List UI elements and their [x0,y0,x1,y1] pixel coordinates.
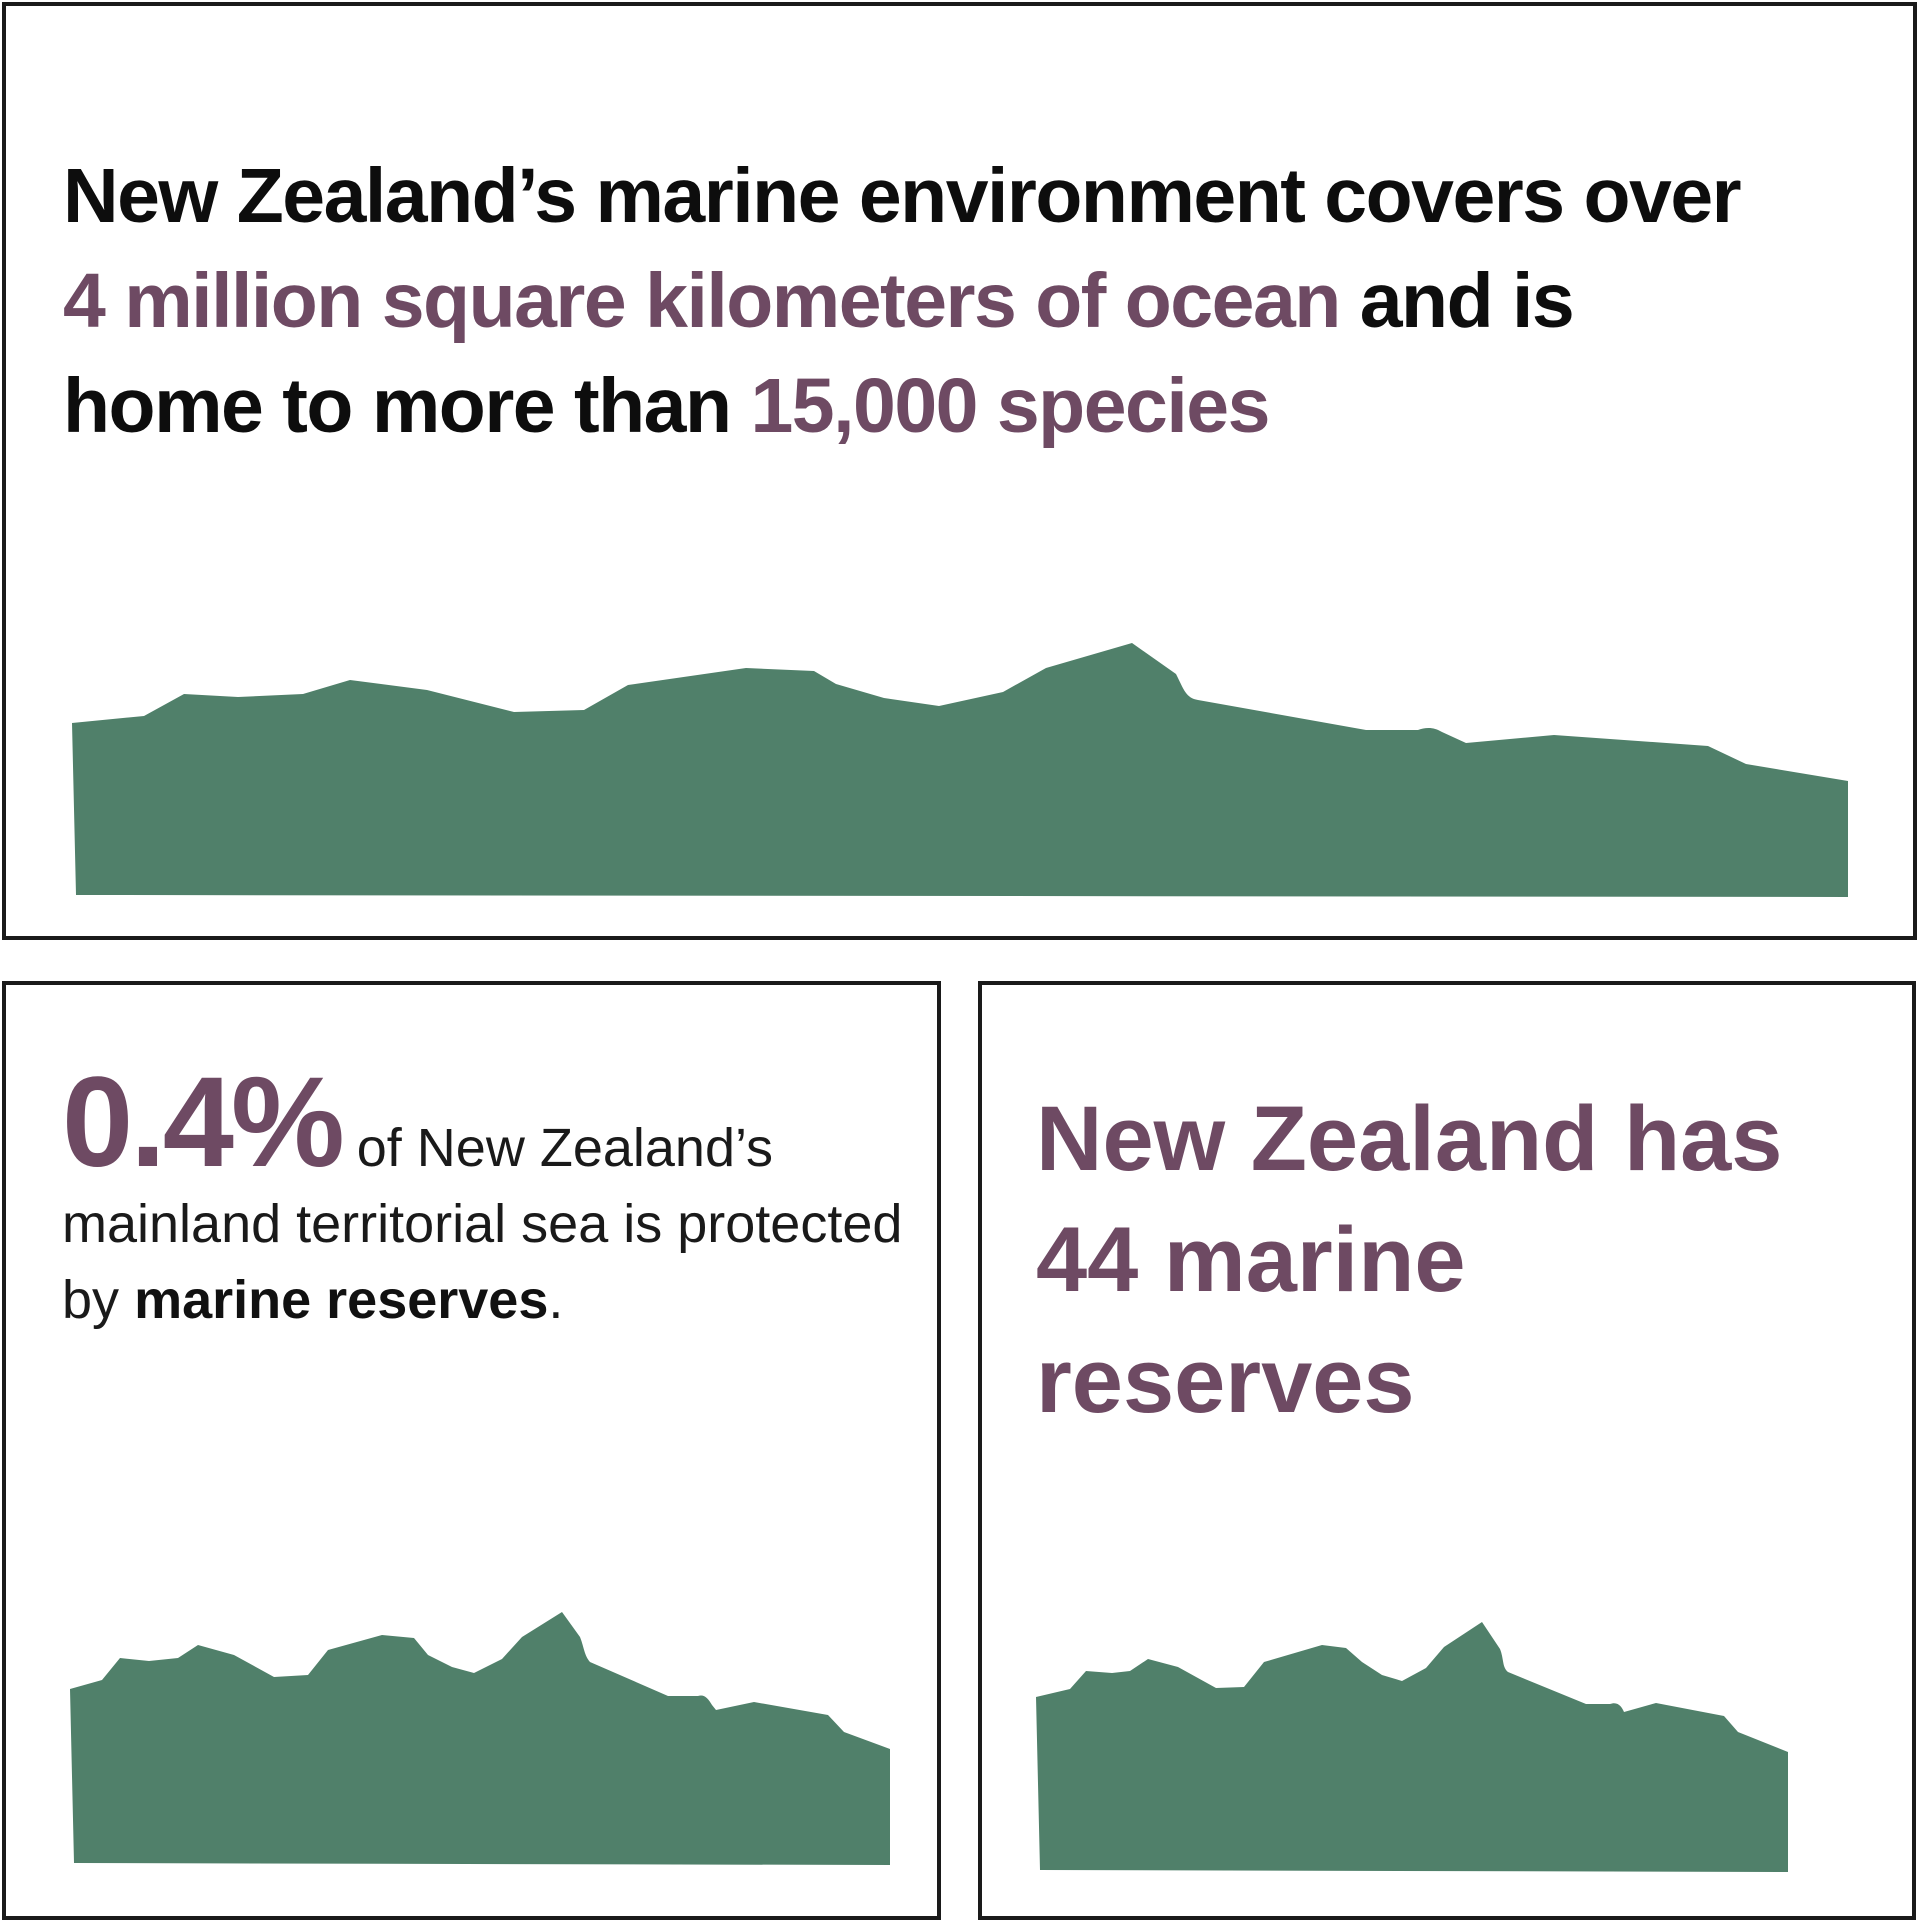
ocean-area-highlight: 4 million square kilometers of ocean [63,258,1341,344]
headline: New Zealand’s marine environment covers … [63,144,1883,459]
sentence-end: . [548,1270,564,1330]
landscape-silhouette-small [70,1612,890,1865]
landscape-shape [1036,1622,1788,1872]
landscape-shape [70,1612,890,1865]
reserve-count-line-3: reserves [1036,1330,1415,1432]
landscape-shape [72,643,1848,897]
headline-part-4: home to more than [63,363,732,449]
reserve-count-panel: New Zealand has 44 marine reserves [978,981,1916,1920]
landscape-silhouette [72,643,1848,897]
landscape-silhouette-small-right [1036,1622,1788,1872]
protected-percent-panel: 0.4% of New Zealand’s mainland territori… [2,981,941,1920]
species-count-highlight: 15,000 species [750,363,1270,449]
intro-panel: New Zealand’s marine environment covers … [2,2,1917,940]
protected-percent-text: 0.4% of New Zealand’s mainland territori… [62,1059,922,1338]
reserve-count-text: New Zealand has 44 marine reserves [1036,1079,1896,1442]
reserve-count-line-1: New Zealand has [1036,1088,1783,1190]
headline-part-3: and is [1359,258,1575,344]
marine-reserves-term: marine reserves [134,1270,549,1330]
protected-percent-value: 0.4% [62,1051,345,1194]
reserve-count-line-2: 44 marine [1036,1209,1466,1311]
headline-part-1: New Zealand’s marine environment covers … [63,153,1742,239]
protected-percent-description: of New Zealand’s mainland territorial se… [62,1118,903,1330]
